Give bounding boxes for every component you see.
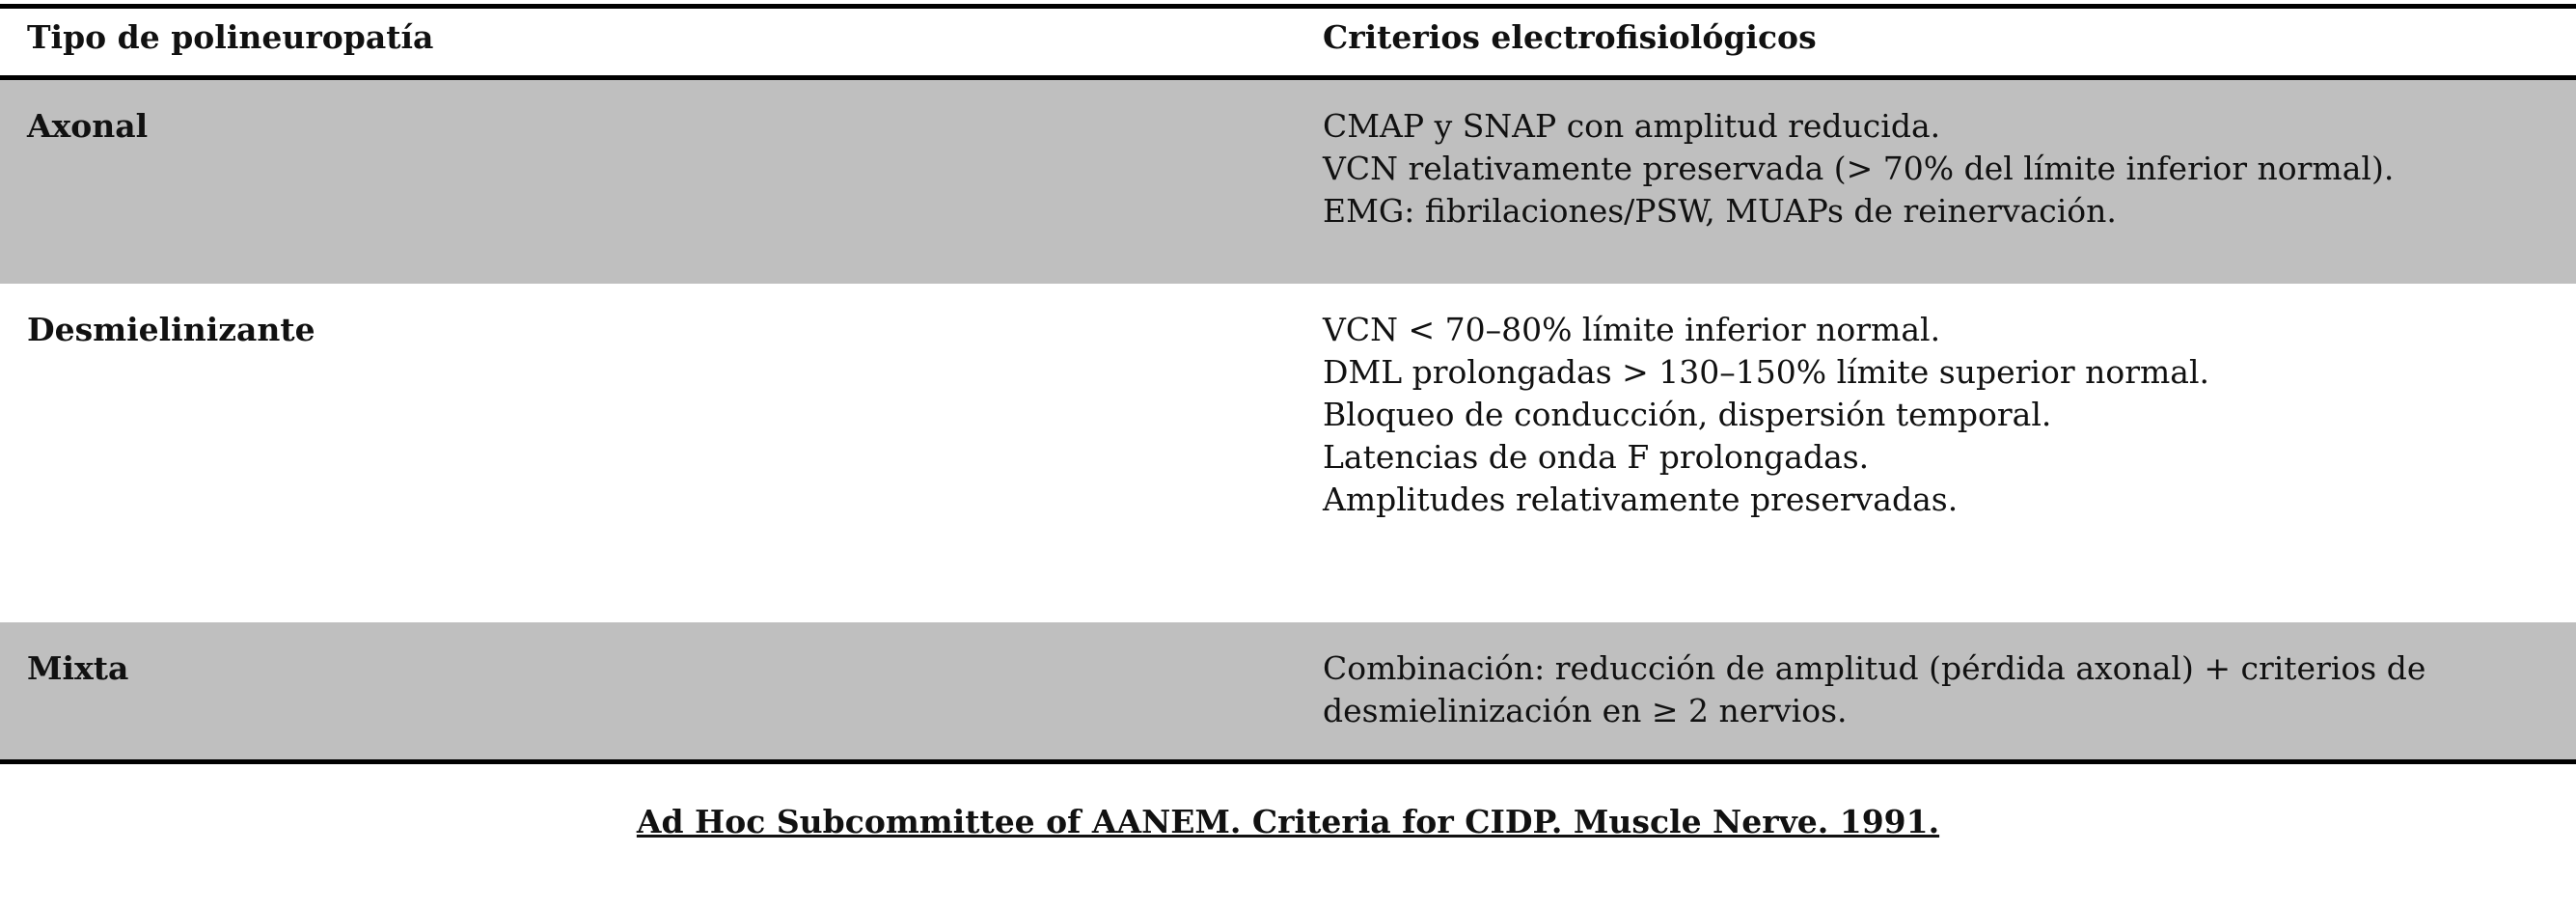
header-criteria: Criterios electrofisiológicos — [1323, 18, 1817, 56]
criteria-line: VCN < 70–80% límite inferior normal. — [1323, 311, 1941, 348]
header-type: Tipo de polineuropatía — [27, 18, 434, 56]
table-row-mixta: Mixta Combinación: reducción de amplitud… — [0, 622, 2576, 759]
criteria-line: desmielinización en ≥ 2 nervios. — [1323, 692, 1848, 729]
citation: Ad Hoc Subcommittee of AANEM. Criteria f… — [636, 803, 1940, 840]
criteria-line: Latencias de onda F prolongadas. — [1323, 438, 1870, 476]
criteria-line: EMG: fibrilaciones/PSW, MUAPs de reinerv… — [1323, 192, 2117, 230]
criteria-line: Combinación: reducción de amplitud (pérd… — [1323, 649, 2426, 687]
criteria-line: VCN relativamente preservada (> 70% del … — [1323, 150, 2395, 187]
row-criteria-mixta: Combinación: reducción de amplitud (pérd… — [1296, 622, 2576, 759]
criteria-line: Amplitudes relativamente preservadas. — [1323, 481, 1959, 518]
table-row-axonal: Axonal CMAP y SNAP con amplitud reducida… — [0, 80, 2576, 284]
criteria-line: Bloqueo de conducción, dispersión tempor… — [1323, 396, 2052, 433]
row-criteria-axonal: CMAP y SNAP con amplitud reducida. VCN r… — [1296, 80, 2576, 284]
row-criteria-desmielinizante: VCN < 70–80% límite inferior normal. DML… — [1296, 284, 2576, 622]
table-row-desmielinizante: Desmielinizante VCN < 70–80% límite infe… — [0, 284, 2576, 622]
row-type-desmielinizante: Desmielinizante — [27, 311, 315, 348]
table-header-row: Tipo de polineuropatía Criterios electro… — [0, 9, 2576, 80]
criteria-table: Tipo de polineuropatía Criterios electro… — [0, 4, 2576, 764]
criteria-line: CMAP y SNAP con amplitud reducida. — [1323, 107, 1941, 145]
criteria-line: DML prolongadas > 130–150% límite superi… — [1323, 353, 2210, 391]
row-type-mixta: Mixta — [27, 649, 129, 687]
row-type-axonal: Axonal — [27, 107, 149, 145]
